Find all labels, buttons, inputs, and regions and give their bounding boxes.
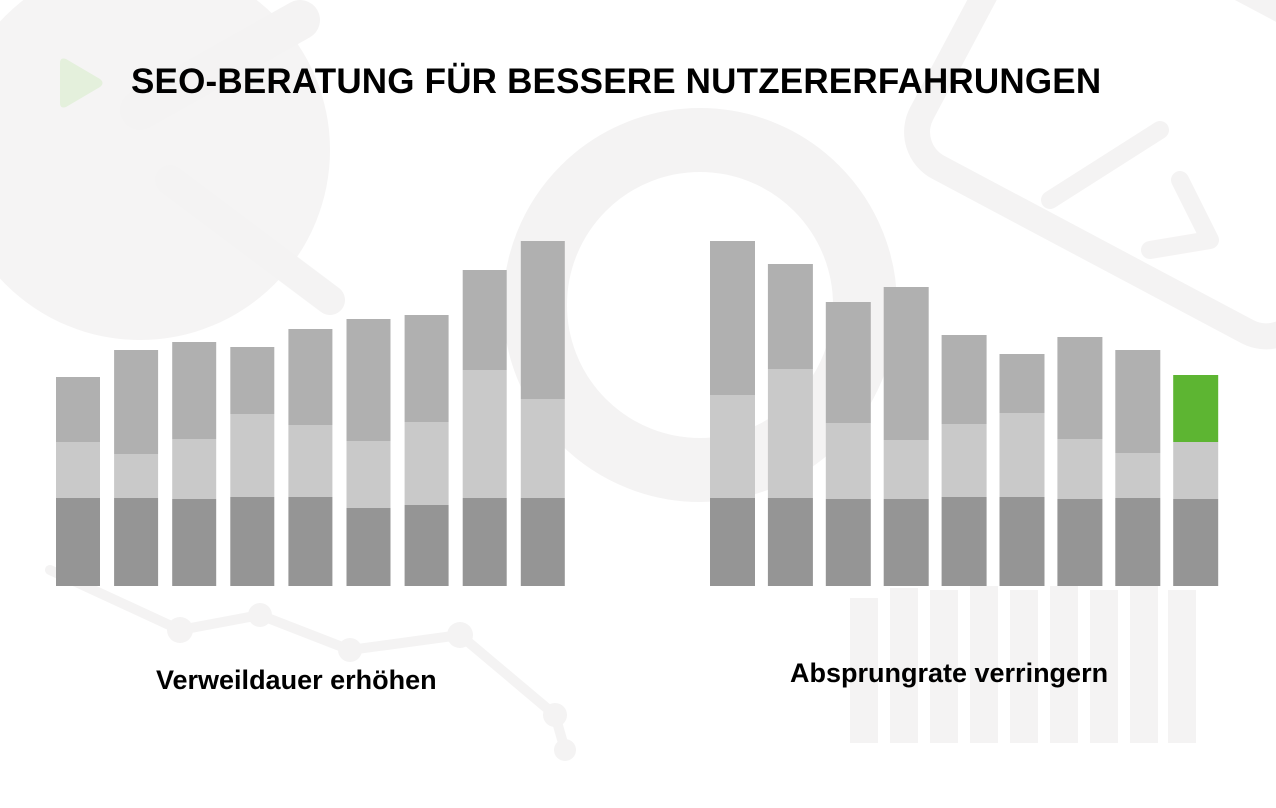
bar-6-segment-top <box>346 319 391 441</box>
bar-9-segment-middle <box>1173 442 1219 499</box>
bar-9-segment-bottom <box>1173 499 1219 586</box>
bar-4-segment-middle <box>883 440 929 499</box>
bar-9-segment-top <box>520 241 565 399</box>
bar-7-segment-middle <box>1057 439 1103 499</box>
bar-1-segment-bottom <box>56 498 100 586</box>
bar-5-segment-middle <box>288 425 333 497</box>
bar-2-segment-top <box>767 264 813 369</box>
chart-verweildauer <box>56 241 565 586</box>
bar-3-segment-bottom <box>172 499 217 586</box>
bar-7-segment-bottom <box>404 505 449 586</box>
bar-6-segment-top <box>999 354 1045 413</box>
bar-3-segment-bottom <box>825 499 871 586</box>
bar-8-segment-bottom <box>462 498 507 586</box>
bar-4-segment-top <box>230 347 275 414</box>
bar-5-segment-middle <box>941 424 987 497</box>
chart-absprungrate <box>710 241 1219 586</box>
bar-1-segment-middle <box>56 442 100 498</box>
bar-2-segment-bottom <box>767 498 813 586</box>
chart-label-verweildauer: Verweildauer erhöhen <box>156 665 437 695</box>
bar-6-segment-bottom <box>999 497 1045 586</box>
bar-3-segment-top <box>825 302 871 423</box>
bar-9-segment-top <box>1173 375 1219 442</box>
bar-8-segment-middle <box>462 370 507 498</box>
bar-5-segment-bottom <box>941 497 987 586</box>
bar-1-segment-bottom <box>710 498 755 586</box>
bar-2-segment-bottom <box>114 498 159 586</box>
bar-5-segment-bottom <box>288 497 333 586</box>
bar-2-segment-middle <box>767 369 813 498</box>
chart-label-absprungrate: Absprungrate verringern <box>790 658 1109 688</box>
bar-1-segment-top <box>56 377 100 442</box>
bar-7-segment-middle <box>404 422 449 505</box>
bar-8-segment-middle <box>1115 453 1161 498</box>
bar-8-segment-top <box>462 270 507 370</box>
bar-3-segment-top <box>172 342 217 439</box>
bar-6-segment-middle <box>346 441 391 508</box>
bar-8-segment-bottom <box>1115 498 1161 586</box>
page-title: SEO-BERATUNG FÜR BESSERE NUTZERERFAHRUNG… <box>131 62 1102 101</box>
bar-4-segment-bottom <box>883 499 929 586</box>
play-icon <box>60 58 103 108</box>
bar-3-segment-middle <box>172 439 217 499</box>
bar-5-segment-top <box>288 329 333 425</box>
bar-7-segment-top <box>404 315 449 422</box>
bar-9-segment-middle <box>520 399 565 498</box>
bar-1-segment-middle <box>710 395 755 498</box>
bar-2-segment-middle <box>114 454 159 498</box>
bar-5-segment-top <box>941 335 987 424</box>
bar-3-segment-middle <box>825 423 871 499</box>
bar-6-segment-middle <box>999 413 1045 497</box>
bar-1-segment-top <box>710 241 755 395</box>
bar-6-segment-bottom <box>346 508 391 586</box>
bar-8-segment-top <box>1115 350 1161 453</box>
bar-9-segment-bottom <box>520 498 565 586</box>
bar-7-segment-bottom <box>1057 499 1103 586</box>
bar-7-segment-top <box>1057 337 1103 439</box>
bar-2-segment-top <box>114 350 159 454</box>
bar-4-segment-top <box>883 287 929 440</box>
bar-4-segment-bottom <box>230 497 275 586</box>
bar-4-segment-middle <box>230 414 275 497</box>
